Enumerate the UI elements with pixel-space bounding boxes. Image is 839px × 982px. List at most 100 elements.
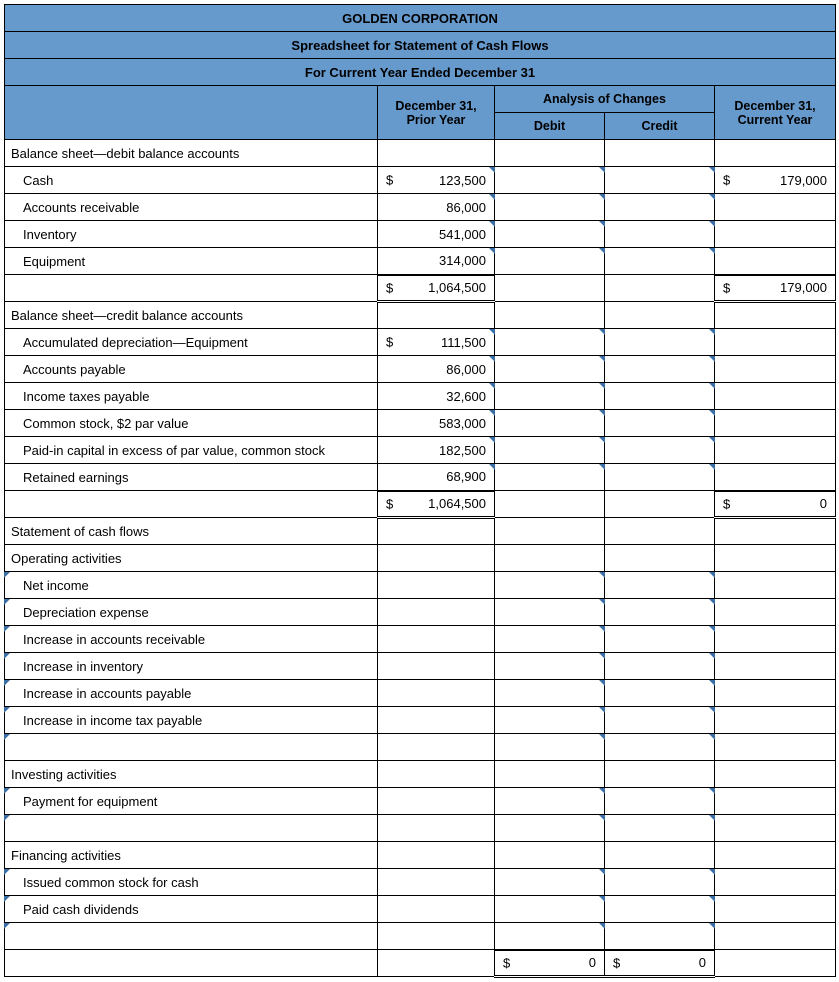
current-cell[interactable] bbox=[715, 896, 836, 923]
cell[interactable] bbox=[605, 545, 715, 572]
row-label[interactable]: Increase in income tax payable bbox=[5, 707, 378, 734]
cell[interactable] bbox=[5, 815, 378, 842]
credit-cell[interactable] bbox=[605, 356, 715, 383]
prior-cell[interactable] bbox=[378, 896, 495, 923]
current-cell[interactable] bbox=[715, 221, 836, 248]
current-cell[interactable] bbox=[715, 572, 836, 599]
prior-cell[interactable] bbox=[378, 653, 495, 680]
prior-cell[interactable] bbox=[378, 599, 495, 626]
subtotal-current[interactable]: $179,000 bbox=[715, 275, 836, 302]
credit-cell[interactable] bbox=[605, 626, 715, 653]
debit-cell[interactable] bbox=[495, 707, 605, 734]
current-cell[interactable] bbox=[715, 869, 836, 896]
cell[interactable] bbox=[495, 491, 605, 518]
prior-cell[interactable]: $123,500 bbox=[378, 167, 495, 194]
prior-cell[interactable] bbox=[378, 707, 495, 734]
debit-cell[interactable] bbox=[495, 680, 605, 707]
cell[interactable] bbox=[378, 734, 495, 761]
cell[interactable] bbox=[495, 923, 605, 950]
credit-cell[interactable] bbox=[605, 464, 715, 491]
current-cell[interactable] bbox=[715, 626, 836, 653]
current-cell[interactable] bbox=[715, 788, 836, 815]
cell[interactable] bbox=[378, 950, 495, 977]
prior-cell[interactable]: 86,000 bbox=[378, 356, 495, 383]
row-label[interactable]: Depreciation expense bbox=[5, 599, 378, 626]
cell[interactable] bbox=[5, 491, 378, 518]
credit-cell[interactable] bbox=[605, 707, 715, 734]
credit-cell[interactable] bbox=[605, 896, 715, 923]
cell[interactable] bbox=[715, 761, 836, 788]
cell[interactable] bbox=[378, 842, 495, 869]
current-cell[interactable] bbox=[715, 329, 836, 356]
debit-cell[interactable] bbox=[495, 599, 605, 626]
credit-cell[interactable] bbox=[605, 248, 715, 275]
debit-cell[interactable] bbox=[495, 464, 605, 491]
debit-cell[interactable] bbox=[495, 194, 605, 221]
cell[interactable] bbox=[378, 518, 495, 545]
cell[interactable] bbox=[605, 518, 715, 545]
cell[interactable] bbox=[495, 842, 605, 869]
cell[interactable] bbox=[378, 761, 495, 788]
cell[interactable] bbox=[495, 761, 605, 788]
debit-cell[interactable] bbox=[495, 167, 605, 194]
current-cell[interactable] bbox=[715, 194, 836, 221]
credit-cell[interactable] bbox=[605, 437, 715, 464]
prior-cell[interactable] bbox=[378, 572, 495, 599]
cell[interactable] bbox=[378, 302, 495, 329]
row-label[interactable]: Increase in inventory bbox=[5, 653, 378, 680]
credit-cell[interactable] bbox=[605, 788, 715, 815]
cell[interactable] bbox=[605, 734, 715, 761]
cell[interactable] bbox=[495, 140, 605, 167]
cell[interactable] bbox=[495, 302, 605, 329]
total-debit[interactable]: $0 bbox=[495, 950, 605, 977]
prior-cell[interactable]: $111,500 bbox=[378, 329, 495, 356]
cell[interactable] bbox=[715, 950, 836, 977]
row-label[interactable]: Payment for equipment bbox=[5, 788, 378, 815]
current-cell[interactable] bbox=[715, 680, 836, 707]
current-cell[interactable] bbox=[715, 437, 836, 464]
prior-cell[interactable]: 314,000 bbox=[378, 248, 495, 275]
prior-cell[interactable]: 583,000 bbox=[378, 410, 495, 437]
cell[interactable] bbox=[715, 302, 836, 329]
cell[interactable] bbox=[715, 140, 836, 167]
cell[interactable] bbox=[605, 923, 715, 950]
prior-cell[interactable] bbox=[378, 626, 495, 653]
cell[interactable] bbox=[5, 923, 378, 950]
debit-cell[interactable] bbox=[495, 626, 605, 653]
prior-cell[interactable]: 32,600 bbox=[378, 383, 495, 410]
debit-cell[interactable] bbox=[495, 221, 605, 248]
cell[interactable] bbox=[378, 545, 495, 572]
cell[interactable] bbox=[715, 734, 836, 761]
cell[interactable] bbox=[715, 815, 836, 842]
current-cell[interactable] bbox=[715, 707, 836, 734]
debit-cell[interactable] bbox=[495, 653, 605, 680]
subtotal-prior[interactable]: $1,064,500 bbox=[378, 275, 495, 302]
cell[interactable] bbox=[715, 923, 836, 950]
cell[interactable] bbox=[715, 518, 836, 545]
credit-cell[interactable] bbox=[605, 653, 715, 680]
prior-cell[interactable]: 541,000 bbox=[378, 221, 495, 248]
debit-cell[interactable] bbox=[495, 572, 605, 599]
prior-cell[interactable] bbox=[378, 869, 495, 896]
prior-cell[interactable] bbox=[378, 680, 495, 707]
current-cell[interactable] bbox=[715, 599, 836, 626]
cell[interactable] bbox=[605, 815, 715, 842]
cell[interactable] bbox=[495, 275, 605, 302]
credit-cell[interactable] bbox=[605, 383, 715, 410]
debit-cell[interactable] bbox=[495, 329, 605, 356]
cell[interactable] bbox=[5, 950, 378, 977]
row-label[interactable]: Increase in accounts receivable bbox=[5, 626, 378, 653]
cell[interactable] bbox=[495, 815, 605, 842]
credit-cell[interactable] bbox=[605, 680, 715, 707]
debit-cell[interactable] bbox=[495, 248, 605, 275]
prior-cell[interactable] bbox=[378, 788, 495, 815]
subtotal-current[interactable]: $0 bbox=[715, 491, 836, 518]
current-cell[interactable] bbox=[715, 356, 836, 383]
cell[interactable] bbox=[5, 275, 378, 302]
row-label[interactable]: Paid cash dividends bbox=[5, 896, 378, 923]
cell[interactable] bbox=[495, 545, 605, 572]
row-label[interactable]: Net income bbox=[5, 572, 378, 599]
current-cell[interactable]: $179,000 bbox=[715, 167, 836, 194]
prior-cell[interactable]: 182,500 bbox=[378, 437, 495, 464]
current-cell[interactable] bbox=[715, 464, 836, 491]
